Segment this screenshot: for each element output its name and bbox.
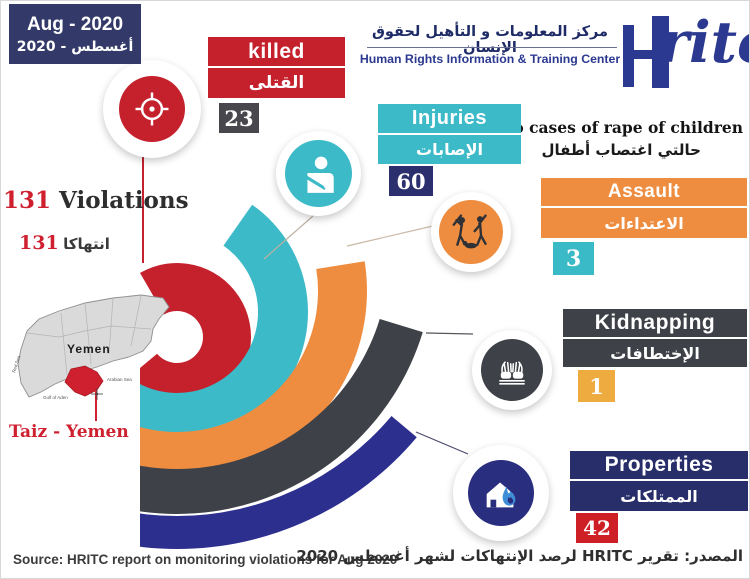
map-red-sea-label: Red Sea: [11, 355, 21, 374]
date-badge-ar: أغسطس - 2020: [16, 38, 134, 55]
rape-annotation-en: Two cases of rape of children: [490, 118, 743, 137]
assault-value: 3: [553, 242, 594, 275]
date-badge-en: Aug - 2020: [26, 13, 124, 35]
assault-label-en: Assault: [541, 178, 747, 206]
properties-value: 42: [576, 513, 618, 543]
ring-properties: [140, 415, 417, 550]
date-badge: Aug - 2020 أغسطس - 2020: [9, 4, 141, 64]
source-text-en: Source: HRITC report on monitoring viola…: [13, 552, 398, 567]
logo-name-arabic: مركز المعلومات و التأهيل لحقوق الإنسان: [371, 24, 609, 56]
assault-leader-line: [346, 224, 438, 247]
logo-h-bar-right: [652, 16, 669, 88]
injuries-label-en: Injuries: [378, 104, 521, 133]
total-word: Violations: [59, 187, 189, 214]
kidnapping-leader-line: [425, 332, 474, 335]
map-arabian-sea-label: Arabian Sea: [107, 377, 132, 382]
assault-icon: [439, 200, 503, 264]
properties-leader-line: [415, 431, 469, 455]
injuries-leader-line: [263, 215, 314, 260]
source-text-ar: المصدر: تقرير HRITC لرصد الإنتهاكات لشهر…: [296, 547, 743, 565]
donut-rings: [140, 204, 423, 550]
compass-rose-icon: [91, 388, 103, 400]
injured-person-icon: [285, 140, 352, 207]
logo-h-crossbar: [623, 50, 669, 59]
governorate-borders: [26, 295, 152, 376]
total-word-ar: انتهاكا: [63, 235, 110, 253]
banner-properties: Properties الممتلكات: [570, 451, 748, 511]
total-count-ar: 131: [19, 232, 59, 254]
killed-medallion: [103, 60, 201, 158]
taiz-region-label: Taiz - Yemen: [9, 422, 129, 442]
bound-hands-icon: [481, 339, 543, 401]
properties-label-ar: الممتلكات: [570, 481, 748, 511]
banner-assault: Assault الاعتداءات: [541, 178, 747, 238]
banner-kidnapping: Kidnapping الإختطافات: [563, 309, 747, 367]
map-country-label: Yemen: [67, 342, 111, 356]
burning-house-icon: [468, 460, 534, 526]
killed-label-ar: القتلى: [208, 68, 345, 98]
killed-value: 23: [219, 103, 259, 133]
logo-divider: [367, 47, 617, 48]
ring-killed: [140, 263, 251, 411]
rape-annotation-ar: حالتي اغتصاب أطفال: [541, 141, 701, 159]
logo-name-english: Human Rights Information & Training Cent…: [359, 52, 621, 66]
injuries-label-ar: الإصابات: [378, 135, 521, 164]
banner-killed: killed القتلى: [208, 37, 345, 98]
injuries-medallion: [276, 131, 361, 216]
kidnapping-value: 1: [578, 370, 615, 402]
kidnapping-label-ar: الإختطافات: [563, 339, 747, 367]
yemen-map: Yemen Red Sea Gulf of Aden Arabian Sea: [11, 294, 170, 421]
connector-lines: [142, 151, 474, 455]
injuries-value: 60: [389, 166, 433, 196]
kidnapping-medallion: [472, 330, 552, 410]
total-count: 131: [3, 187, 52, 214]
kidnapping-label-en: Kidnapping: [563, 309, 747, 337]
properties-medallion: [453, 445, 549, 541]
assault-medallion: [431, 192, 511, 272]
ring-injuries: [140, 204, 308, 443]
map-gulf-of-aden-label: Gulf of Aden: [43, 395, 68, 400]
logo-script-text: ritc: [659, 9, 749, 76]
banner-injuries: Injuries الإصابات: [378, 104, 521, 164]
ring-kidnapping: [140, 318, 423, 514]
total-violations-title: 131 Violations: [3, 187, 189, 214]
assault-label-ar: الاعتداءات: [541, 208, 747, 238]
total-violations-arabic: 131 انتهاكا: [19, 232, 110, 254]
killed-label-en: killed: [208, 37, 345, 66]
target-icon: [119, 76, 185, 142]
yemen-outline: [17, 294, 170, 398]
properties-label-en: Properties: [570, 451, 748, 479]
